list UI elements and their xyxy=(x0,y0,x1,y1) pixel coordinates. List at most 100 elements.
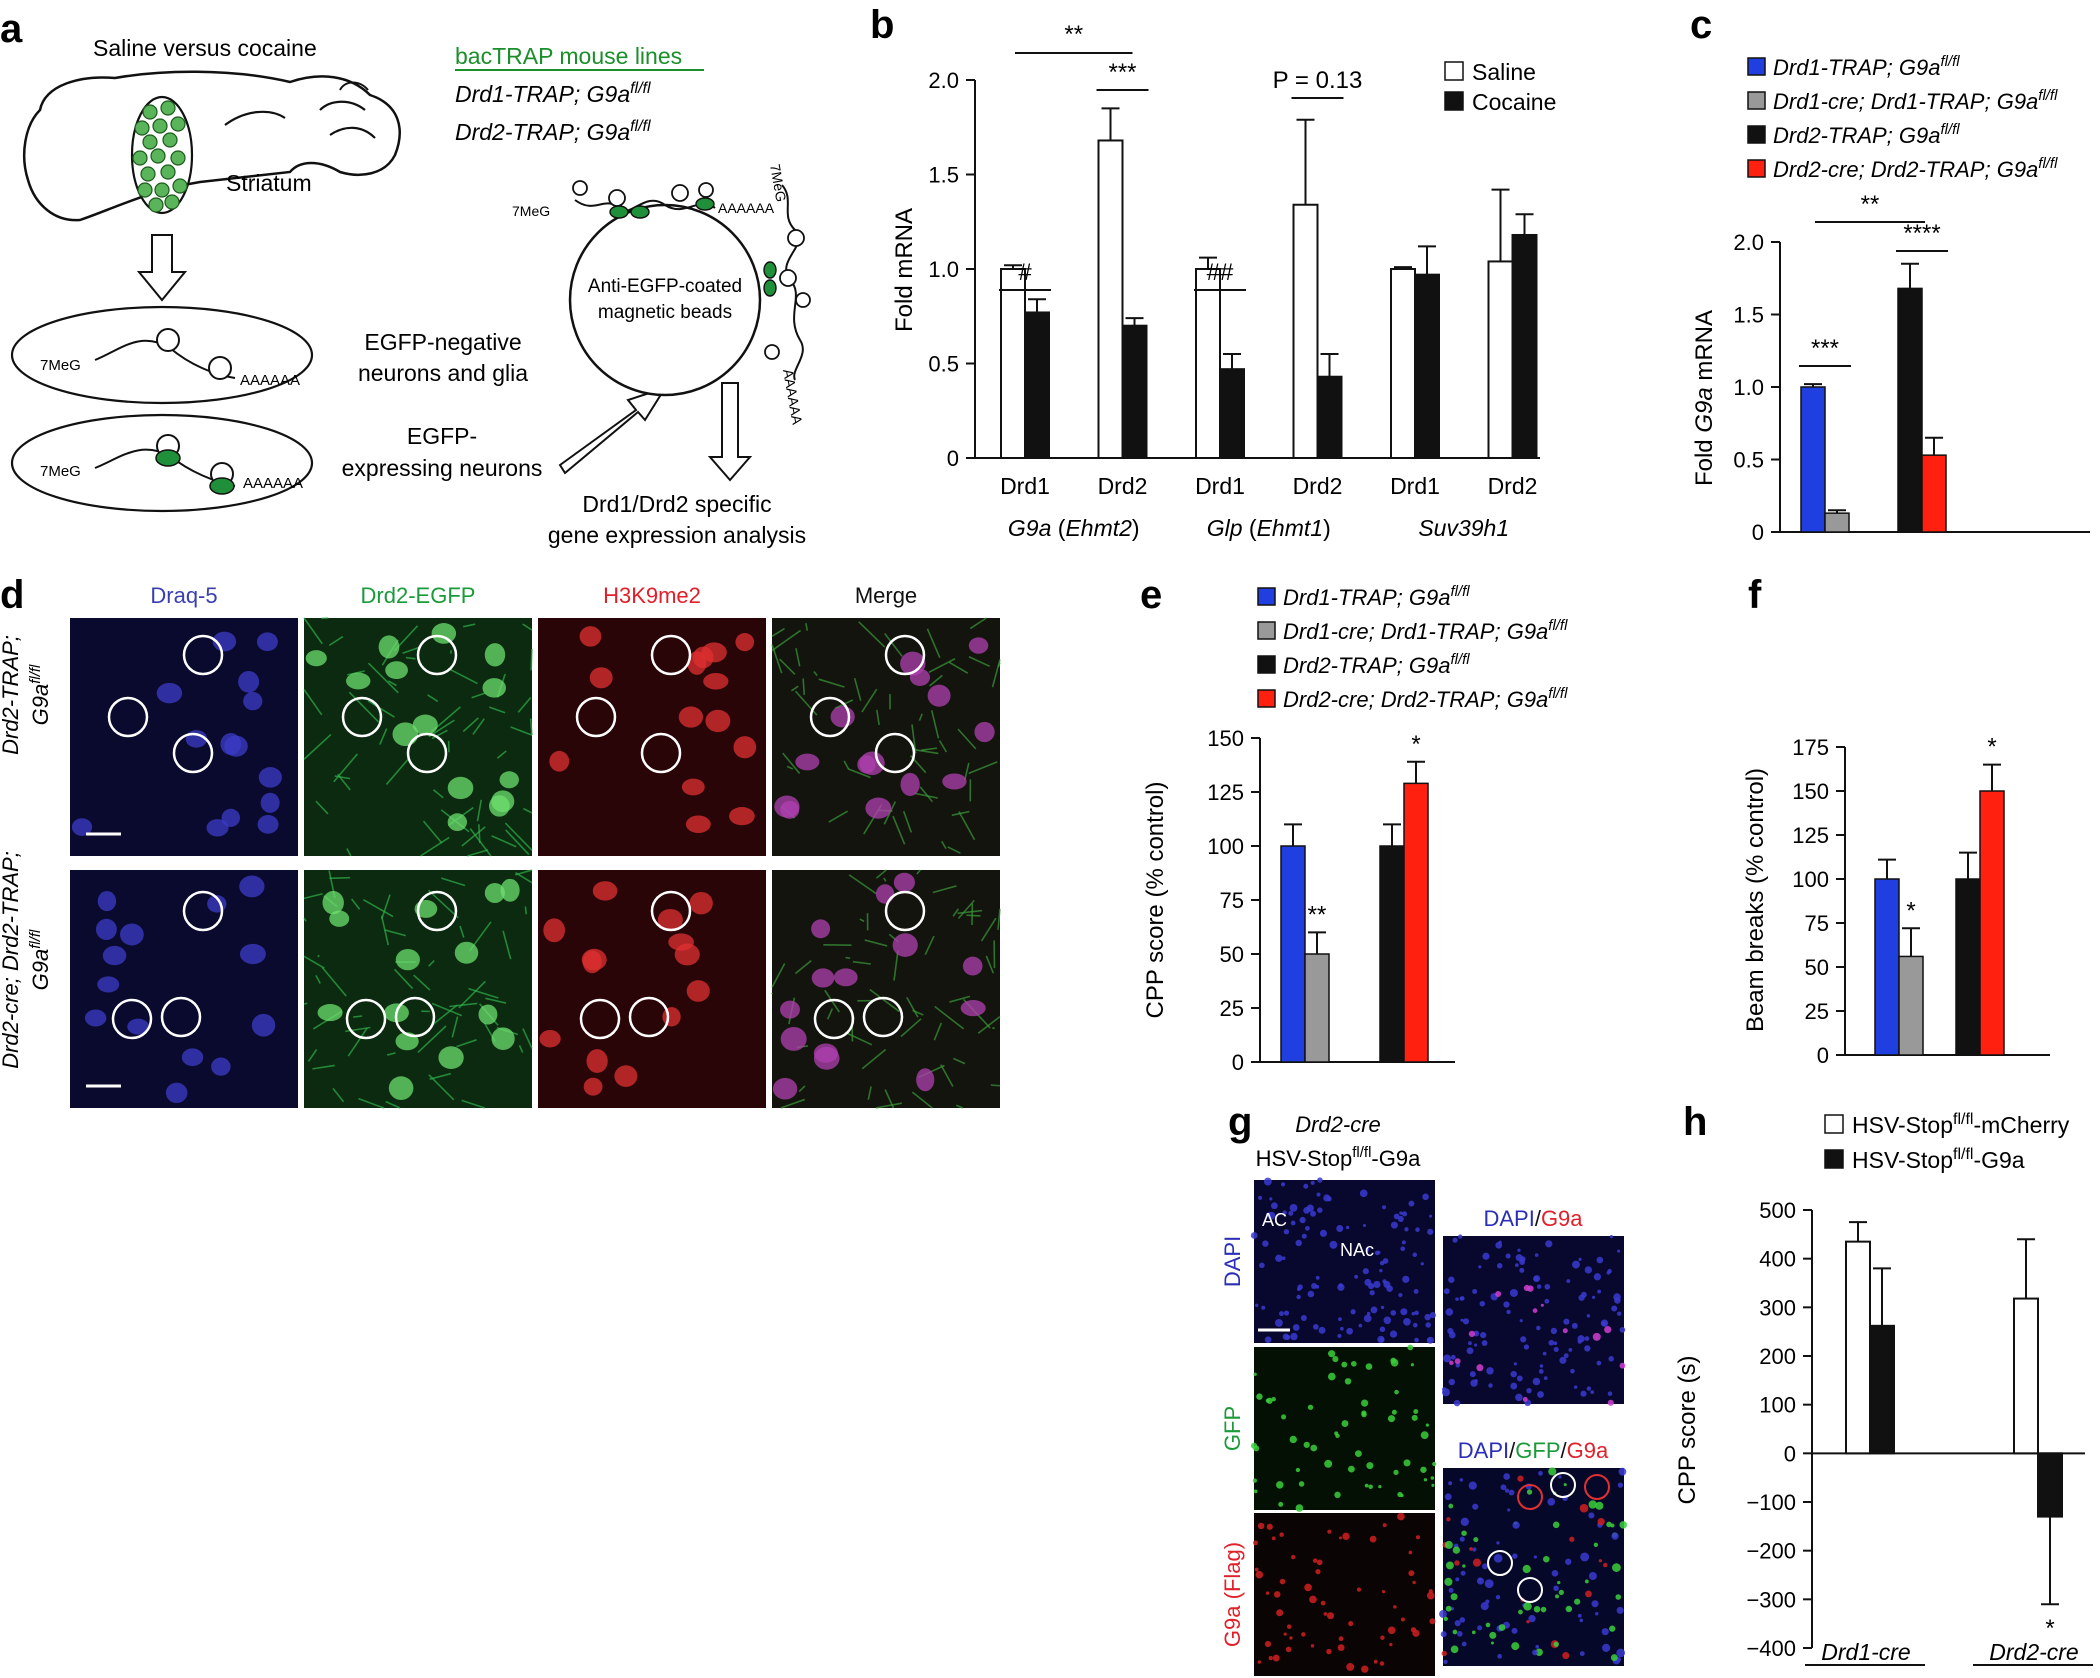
micrograph-cell-circle xyxy=(182,634,224,676)
micrograph-g-dot xyxy=(1485,1599,1490,1604)
micrograph-fiber xyxy=(428,960,435,967)
chart-c-legend-swatch xyxy=(1747,91,1766,110)
micrograph-g-cell-circle xyxy=(1517,1484,1543,1510)
egfp-negative-cell xyxy=(10,305,314,405)
micrograph-g-dot xyxy=(1602,1562,1608,1568)
micrograph-g-dot xyxy=(1488,1383,1493,1388)
chart-h-y-tick-label: 0 xyxy=(1784,1441,1796,1466)
chart-b-y-tick-label: 1.5 xyxy=(928,163,959,188)
panel-e-letter: e xyxy=(1140,573,1162,617)
row-label-d2-line1: Drd2-cre; Drd2-TRAP; xyxy=(0,851,23,1069)
chart-c-sig-label: *** xyxy=(1811,335,1839,362)
micrograph-g-dot xyxy=(1478,1265,1482,1269)
micrograph-g-dot xyxy=(1616,1648,1626,1658)
panel-a: a Saline versus cocaine Striatum 7MeG AA… xyxy=(0,7,811,548)
micrograph-g-dot xyxy=(1573,1385,1578,1389)
micrograph-g-dot xyxy=(1506,1309,1511,1315)
micrograph-g-dot xyxy=(1295,1504,1304,1512)
micrograph-g-dot xyxy=(1257,1660,1262,1664)
chart-c-y-tick-label: 0 xyxy=(1752,520,1764,545)
micrograph-g-dot xyxy=(1269,1197,1273,1201)
chart-h-y-tick-label: 400 xyxy=(1759,1247,1796,1272)
micrograph-g-dot xyxy=(1443,1616,1448,1622)
micrograph-g-dot xyxy=(1408,1550,1413,1555)
micrograph-g-dot xyxy=(1516,1375,1523,1382)
bound-polya-2: AAAAAA xyxy=(780,368,806,427)
chart-c-legend-swatch xyxy=(1747,125,1766,144)
micrograph-cell-circle xyxy=(884,634,926,676)
micrograph-g-dot xyxy=(1535,1644,1540,1649)
micrograph-g-dot xyxy=(1364,1483,1369,1488)
micrograph-g-dot xyxy=(1443,1354,1452,1363)
micrograph-g-dot xyxy=(1415,1535,1420,1540)
micrograph-nucleus xyxy=(239,943,266,965)
micrograph-nucleus xyxy=(962,956,983,976)
micrograph-g-dot xyxy=(1496,1541,1500,1545)
micrograph-g-dot xyxy=(1617,1482,1624,1488)
micrograph-g-dot xyxy=(1373,1659,1378,1664)
micrograph-g-dot xyxy=(1425,1322,1431,1328)
micrograph-nucleus xyxy=(322,890,344,915)
chart-f-bar xyxy=(1955,878,1981,1056)
chart-b-sig-label: # xyxy=(1018,259,1032,286)
micrograph-nucleus xyxy=(258,767,282,788)
micrograph-g-row-label: DAPI xyxy=(1220,1236,1245,1287)
micrograph-g-dot xyxy=(1426,1591,1435,1600)
chart-b-legend-label: Saline xyxy=(1472,59,1536,85)
micrograph-fiber xyxy=(514,869,533,876)
micrograph-fiber xyxy=(991,659,1001,688)
micrograph-fiber xyxy=(867,1086,872,1100)
micrograph-fiber xyxy=(386,1052,396,1056)
micrograph-fiber xyxy=(315,975,321,984)
micrograph-nucleus xyxy=(478,1004,498,1025)
micrograph-nucleus xyxy=(543,918,566,943)
chart-b-y-tick-label: 1.0 xyxy=(928,257,959,282)
micrograph-g-dot xyxy=(1601,1628,1609,1636)
micrograph-g-dot xyxy=(1279,1578,1286,1585)
striatum-cells xyxy=(132,100,188,213)
striatum-dot xyxy=(142,134,158,150)
micrograph-fiber xyxy=(916,869,921,875)
chart-b-bar xyxy=(1316,375,1343,460)
micrograph-g-dot xyxy=(1505,1253,1511,1259)
micrograph-g-dot xyxy=(1379,1337,1385,1343)
striatum-dot xyxy=(134,120,150,136)
micrograph-g-dot xyxy=(1334,1431,1339,1436)
micrograph-nucleus xyxy=(774,795,800,818)
micrograph-g-dot xyxy=(1518,1609,1523,1615)
micrograph-g-dot xyxy=(1497,1653,1502,1659)
micrograph-g-dot xyxy=(1289,1203,1298,1212)
micrograph-g-dot xyxy=(1263,1177,1272,1186)
micrograph-g-dot xyxy=(1312,1558,1318,1563)
micrograph-nucleus xyxy=(703,673,729,690)
micrograph-nucleus xyxy=(181,1048,204,1067)
striatum-dot xyxy=(142,104,158,120)
micrograph-fiber xyxy=(347,1027,368,1057)
micrograph-nucleus xyxy=(378,635,400,659)
chart-b-sig-label: P = 0.13 xyxy=(1273,67,1363,94)
striatum-dot xyxy=(137,182,153,198)
brain-fold-1 xyxy=(224,110,286,126)
bead-label-2: magnetic beads xyxy=(598,302,732,323)
micrograph-fiber xyxy=(510,726,533,736)
micrograph-fiber xyxy=(859,918,865,923)
chart-b-category-label: Drd1 xyxy=(1000,473,1050,499)
chart-b-gene-label: Suv39h1 xyxy=(1418,515,1509,541)
micrograph-g-dot xyxy=(1452,1629,1458,1635)
chart-h-legend-label: HSV-Stopfl/fl-G9a xyxy=(1852,1146,2025,1173)
micrograph-nucleus xyxy=(893,872,915,893)
micrograph-g-dot xyxy=(1452,1546,1461,1554)
micrograph-fiber xyxy=(348,691,379,723)
panel-g-title-1: Drd2-cre xyxy=(1295,1112,1381,1137)
micrograph-g-dot xyxy=(1429,1618,1436,1625)
micrograph-nucleus xyxy=(579,626,602,647)
micrograph-g-dot xyxy=(1443,1659,1448,1665)
micrograph-g-dot xyxy=(1359,1189,1368,1198)
micrograph-g-dot xyxy=(1361,1411,1367,1418)
micrograph-g-dot xyxy=(1441,1650,1447,1657)
micrograph-g-dot xyxy=(1512,1521,1520,1529)
micrograph-fiber xyxy=(476,799,483,822)
micrograph-nucleus xyxy=(71,818,93,836)
micrograph-nucleus xyxy=(662,1007,681,1027)
micrograph-g-dot xyxy=(1540,1303,1544,1307)
